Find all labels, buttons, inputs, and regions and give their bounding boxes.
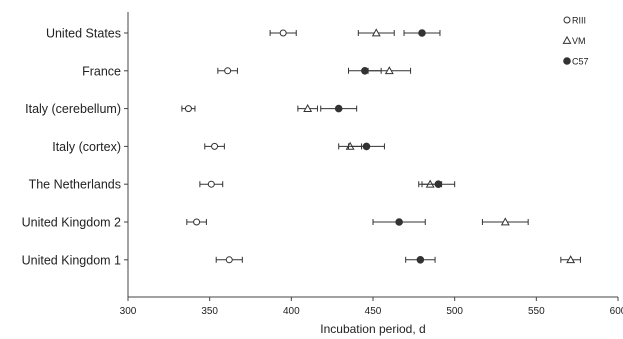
x-tick-label: 400 [283,306,300,317]
category-label: United Kingdom 1 [22,253,121,267]
x-tick-label: 300 [120,306,137,317]
legend-item: C57 [563,57,589,67]
category-label: United States [46,27,121,41]
data-point [204,142,225,150]
legend-label: VM [572,36,586,46]
legend-item: RIII [563,16,586,26]
x-axis-label: Incubation period, d [320,322,425,336]
data-point [186,218,207,226]
data-point [405,256,436,264]
data-point [481,217,529,226]
legend-label: C57 [572,57,589,67]
data-point [560,255,581,264]
point-marker [211,142,219,150]
point-marker [418,29,426,37]
point-marker [434,180,443,188]
point-marker [562,35,572,44]
data-point [181,105,196,113]
point-marker [334,104,343,113]
point-marker [371,28,381,37]
category-label: United Kingdom 2 [22,216,121,230]
point-marker [361,67,369,75]
point-marker [207,180,215,188]
point-marker [224,67,232,75]
point-marker [303,103,313,112]
data-point [217,67,238,75]
data-point [403,29,441,37]
data-point [421,180,456,188]
point-marker [193,218,201,226]
category-label: The Netherlands [29,178,121,192]
point-marker [563,16,571,24]
series-riii [181,29,297,264]
data-point [215,256,243,264]
data-point [348,142,385,151]
legend-item: VM [562,35,586,46]
point-marker [279,29,287,37]
legend: RIII VM C57 [562,16,589,67]
x-tick-label: 500 [446,306,463,317]
point-marker [184,105,192,113]
point-marker [395,218,403,226]
series-vm [297,28,581,264]
data-point [357,28,395,37]
point-marker [384,66,394,75]
data-point [348,67,382,75]
x-tick-label: 550 [528,306,545,317]
data-point [297,103,318,112]
series-c57 [320,29,456,264]
point-marker [563,57,571,65]
x-tick-label: 600 [610,306,623,317]
category-label: Italy (cortex) [52,140,121,154]
point-marker [416,256,425,264]
data-point [269,29,297,37]
legend-label: RIII [572,16,586,26]
point-marker [225,256,233,264]
data-point [320,104,358,113]
category-label: Italy (cerebellum) [25,102,121,116]
data-point [372,218,426,226]
x-tick-label: 350 [201,306,218,317]
point-marker [500,217,510,226]
data-point [199,180,224,188]
point-marker [362,142,371,151]
point-marker [566,255,576,264]
category-label: France [82,64,121,78]
x-tick-label: 450 [365,306,382,317]
